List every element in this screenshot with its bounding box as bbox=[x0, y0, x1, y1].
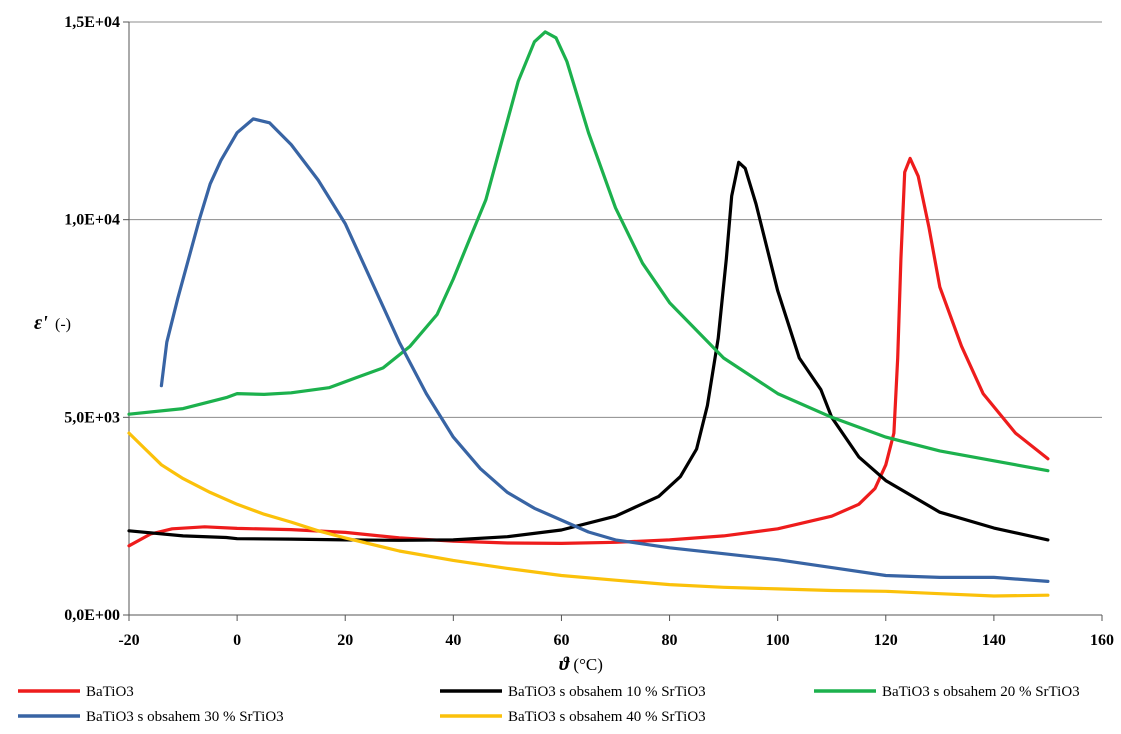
x-tick-label: 40 bbox=[445, 632, 461, 649]
y-tick-labels: 0,0E+00 5,0E+03 1,0E+04 1,5E+04 bbox=[64, 14, 129, 624]
x-tick-label: 20 bbox=[337, 632, 353, 649]
legend-item-3: BaTiO3 s obsahem 20 % SrTiO3 bbox=[814, 684, 1080, 700]
series-lines bbox=[127, 30, 1050, 598]
y-axis-label: ε' (-) bbox=[34, 312, 71, 334]
x-axis-symbol: ϑ bbox=[559, 654, 570, 675]
y-tick-label: 5,0E+03 bbox=[64, 409, 120, 426]
series-line-5 bbox=[127, 431, 1050, 598]
legend: BaTiO3 BaTiO3 s obsahem 10 % SrTiO3 BaTiO3… bbox=[18, 684, 1080, 725]
y-axis-symbol: ε' bbox=[34, 312, 48, 334]
gridlines bbox=[129, 21, 1102, 418]
x-tick-labels: -20 0 20 40 60 80 100 120 140 160 bbox=[118, 615, 1114, 649]
legend-item-4: BaTiO3 s obsahem 30 % SrTiO3 bbox=[18, 709, 284, 725]
series-line-4 bbox=[159, 117, 1050, 583]
axes bbox=[128, 22, 1102, 616]
x-tick-label: 160 bbox=[1090, 632, 1114, 649]
legend-label: BaTiO3 s obsahem 10 % SrTiO3 bbox=[508, 684, 706, 700]
legend-item-1: BaTiO3 bbox=[18, 684, 134, 700]
x-tick-label: 0 bbox=[233, 632, 241, 649]
x-tick-label: 140 bbox=[982, 632, 1006, 649]
x-tick-label: 60 bbox=[553, 632, 569, 649]
legend-label: BaTiO3 s obsahem 20 % SrTiO3 bbox=[882, 684, 1080, 700]
x-tick-label: 80 bbox=[662, 632, 678, 649]
series-line-1 bbox=[127, 156, 1050, 548]
x-tick-label: -20 bbox=[118, 632, 139, 649]
y-tick-label: 1,0E+04 bbox=[64, 212, 120, 229]
series-line-3 bbox=[127, 30, 1050, 473]
series-line-2 bbox=[127, 160, 1050, 542]
y-tick-label: 1,5E+04 bbox=[64, 14, 120, 31]
y-axis-unit: (-) bbox=[55, 316, 71, 333]
x-tick-label: 120 bbox=[874, 632, 898, 649]
legend-label: BaTiO3 bbox=[86, 684, 134, 700]
x-axis-unit: (°C) bbox=[573, 655, 602, 674]
x-axis-label: ϑ (°C) bbox=[559, 654, 603, 675]
x-tick-label: 100 bbox=[766, 632, 790, 649]
legend-item-2: BaTiO3 s obsahem 10 % SrTiO3 bbox=[440, 684, 706, 700]
y-tick-label: 0,0E+00 bbox=[64, 607, 120, 624]
legend-label: BaTiO3 s obsahem 30 % SrTiO3 bbox=[86, 709, 284, 725]
legend-label: BaTiO3 s obsahem 40 % SrTiO3 bbox=[508, 709, 706, 725]
legend-item-5: BaTiO3 s obsahem 40 % SrTiO3 bbox=[440, 709, 706, 725]
